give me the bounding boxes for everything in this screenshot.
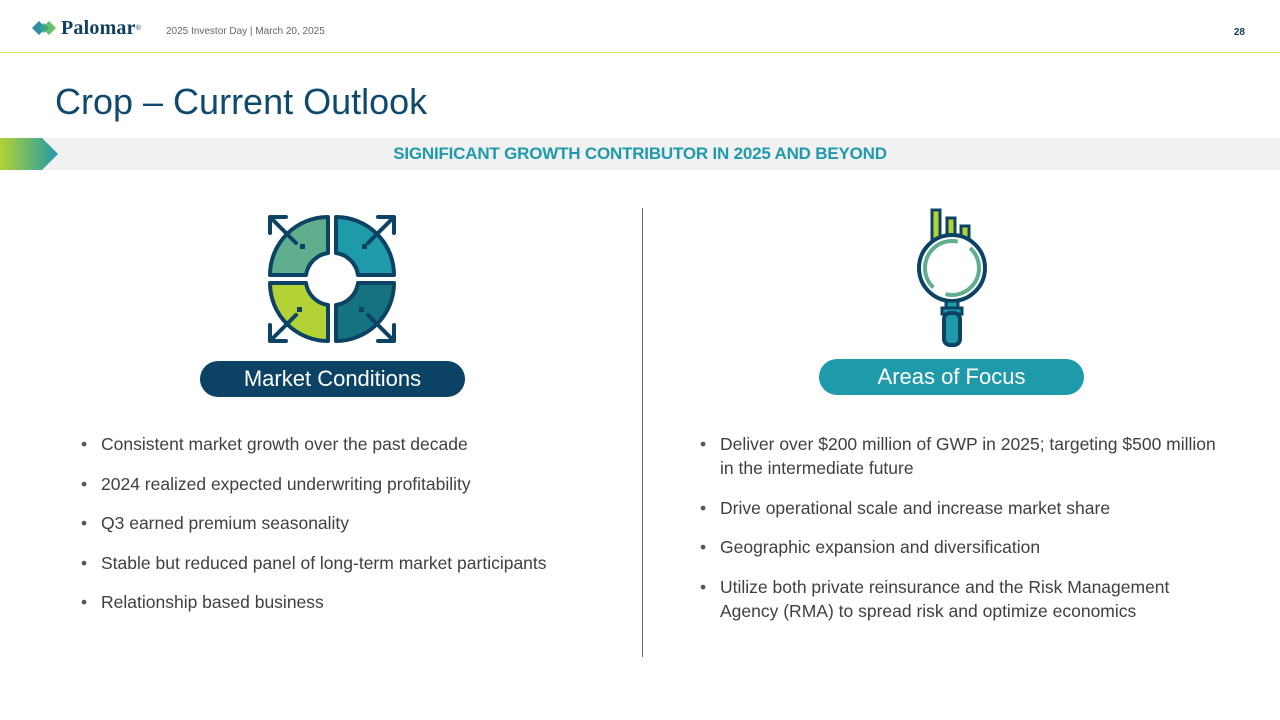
list-item: Deliver over $200 million of GWP in 2025… <box>700 432 1220 480</box>
list-item: Q3 earned premium seasonality <box>81 511 611 535</box>
slide-header: Palomar ® 2025 Investor Day | March 20, … <box>0 0 1280 53</box>
areas-of-focus-heading: Areas of Focus <box>819 359 1084 395</box>
logo-registered-mark: ® <box>135 24 141 32</box>
magnifier-chart-icon <box>917 208 987 347</box>
event-subtitle: 2025 Investor Day | March 20, 2025 <box>166 26 325 37</box>
list-item: Relationship based business <box>81 590 611 614</box>
areas-of-focus-list: Deliver over $200 million of GWP in 2025… <box>700 432 1220 638</box>
list-item: Geographic expansion and diversification <box>700 535 1220 559</box>
market-quadrants-icon <box>268 215 396 343</box>
list-item: 2024 realized expected underwriting prof… <box>81 472 611 496</box>
list-item: Consistent market growth over the past d… <box>81 432 611 456</box>
logo-wordmark: Palomar <box>61 16 136 39</box>
list-item: Drive operational scale and increase mar… <box>700 496 1220 520</box>
gradient-arrow-icon <box>0 138 58 170</box>
section-banner: SIGNIFICANT GROWTH CONTRIBUTOR IN 2025 A… <box>0 138 1280 170</box>
palomar-diamond-icon <box>32 21 56 35</box>
palomar-logo: Palomar ® <box>32 16 141 40</box>
banner-text: SIGNIFICANT GROWTH CONTRIBUTOR IN 2025 A… <box>393 144 887 163</box>
list-item: Utilize both private reinsurance and the… <box>700 575 1220 623</box>
page-number: 28 <box>1233 27 1245 38</box>
list-item: Stable but reduced panel of long-term ma… <box>81 551 611 575</box>
market-conditions-heading: Market Conditions <box>200 361 465 397</box>
column-divider <box>642 208 643 657</box>
market-conditions-list: Consistent market growth over the past d… <box>81 432 611 630</box>
page-title: Crop – Current Outlook <box>55 81 428 122</box>
